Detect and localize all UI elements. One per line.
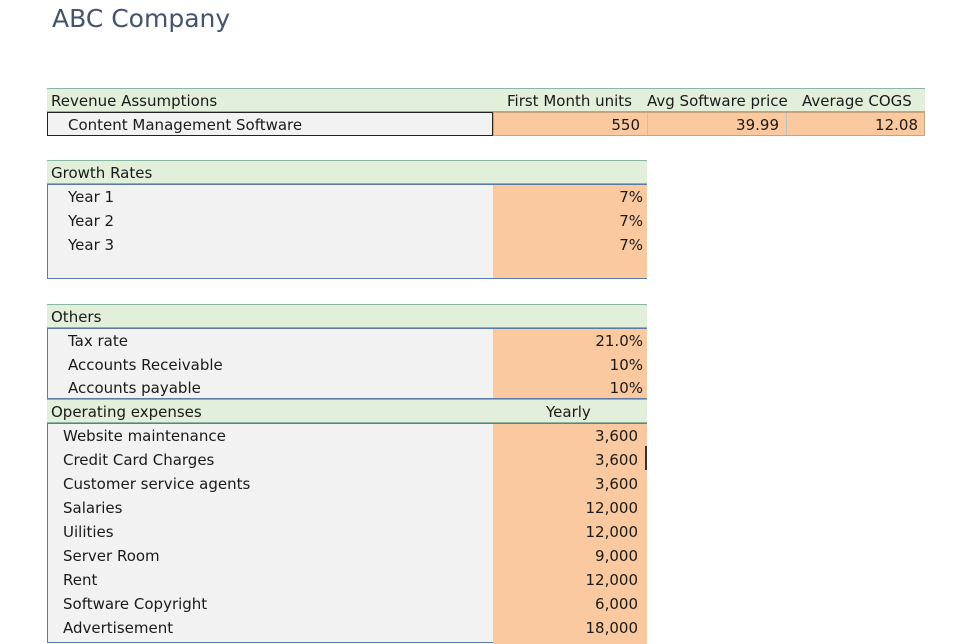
growth-year1-label: Year 1 [68, 188, 115, 206]
col-yearly: Yearly [546, 403, 591, 421]
opex-row-value[interactable]: 6,000 [595, 595, 638, 613]
accounts-receivable-label: Accounts Receivable [68, 356, 223, 374]
opex-row-label: Software Copyright [63, 595, 208, 613]
growth-header-row: Growth Rates [47, 160, 647, 184]
company-title: ABC Company [52, 4, 231, 33]
revenue-header-row: Revenue Assumptions First Month units Av… [47, 88, 925, 112]
opex-row-value[interactable]: 12,000 [585, 571, 639, 589]
opex-row-value[interactable]: 3,600 [595, 427, 638, 445]
revenue-values-row: 550 39.99 12.08 [493, 112, 925, 136]
growth-header: Growth Rates [51, 164, 153, 182]
opex-row-label: Rent [63, 571, 98, 589]
revenue-header: Revenue Assumptions [51, 92, 218, 110]
first-month-units-value[interactable]: 550 [611, 116, 640, 134]
opex-row-label: Server Room [63, 547, 160, 565]
growth-year1-value[interactable]: 7% [619, 188, 643, 206]
growth-values-column [493, 185, 647, 278]
tax-rate-value[interactable]: 21.0% [595, 332, 643, 350]
opex-row-label: Website maintenance [63, 427, 226, 445]
product-name-cell[interactable]: Content Management Software [47, 112, 493, 136]
opex-row-value[interactable]: 12,000 [585, 523, 639, 541]
accounts-payable-value[interactable]: 10% [609, 379, 643, 397]
opex-header-row: Operating expenses Yearly [47, 399, 647, 423]
opex-table: Website maintenance 3,600 Credit Card Ch… [47, 423, 647, 644]
opex-row-value[interactable]: 3,600 [595, 451, 638, 469]
col-average-cogs: Average COGS [802, 92, 912, 110]
opex-row-label: Advertisement [63, 619, 174, 637]
accounts-receivable-value[interactable]: 10% [609, 356, 643, 374]
opex-row-label: Customer service agents [63, 475, 251, 493]
opex-row-value[interactable]: 3,600 [595, 475, 638, 493]
opex-row-label: Credit Card Charges [63, 451, 215, 469]
col-avg-software-price: Avg Software price [647, 92, 788, 110]
avg-software-price-value[interactable]: 39.99 [736, 116, 779, 134]
others-values-column [493, 329, 647, 398]
opex-row-label: Uilities [63, 523, 114, 541]
opex-row-value[interactable]: 12,000 [585, 499, 639, 517]
product-name: Content Management Software [68, 116, 303, 134]
growth-table: Year 1 7% Year 2 7% Year 3 7% [47, 184, 647, 279]
average-cogs-value[interactable]: 12.08 [875, 116, 918, 134]
opex-row-value[interactable]: 18,000 [585, 619, 639, 637]
accounts-payable-label: Accounts payable [68, 379, 201, 397]
opex-row-value[interactable]: 9,000 [595, 547, 638, 565]
growth-year3-label: Year 3 [68, 236, 115, 254]
cell-cursor-edge [645, 446, 647, 470]
others-header-row: Others [47, 304, 647, 328]
others-table: Tax rate 21.0% Accounts Receivable 10% A… [47, 328, 647, 399]
growth-year2-value[interactable]: 7% [619, 212, 643, 230]
others-header: Others [51, 308, 102, 326]
growth-year3-value[interactable]: 7% [619, 236, 643, 254]
tax-rate-label: Tax rate [68, 332, 128, 350]
opex-header: Operating expenses [51, 403, 202, 421]
growth-year2-label: Year 2 [68, 212, 115, 230]
opex-row-label: Salaries [63, 499, 123, 517]
opex-values-column [493, 424, 647, 644]
col-first-month-units: First Month units [507, 92, 632, 110]
